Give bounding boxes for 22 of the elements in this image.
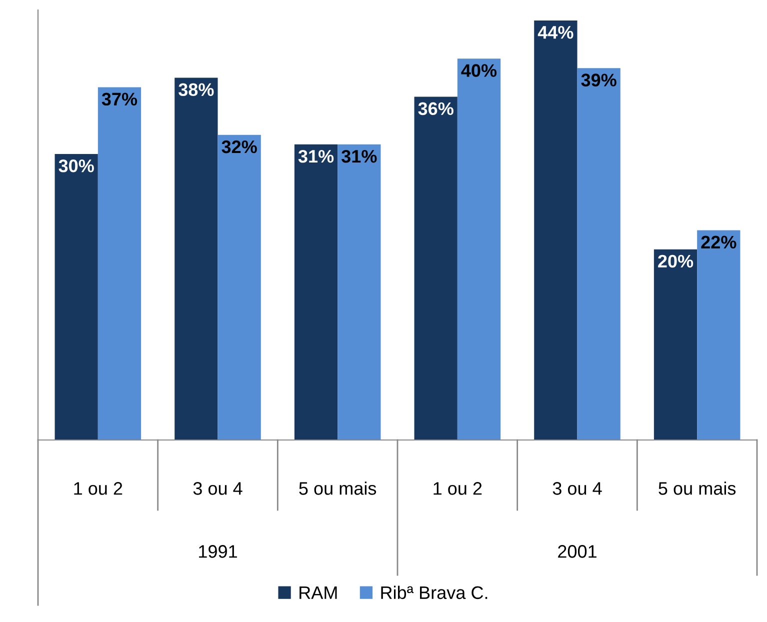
x-tick-label: 3 ou 4: [552, 482, 602, 495]
x-tick-label: 3 ou 4: [193, 482, 242, 495]
data-label: 31%: [298, 150, 334, 163]
x-tick-label: 1 ou 2: [434, 482, 482, 495]
text: 2001: [558, 545, 596, 558]
data-label: 44%: [538, 26, 574, 39]
data-label: 40%: [461, 64, 497, 77]
data-label: 32%: [222, 140, 257, 154]
data-label: 38%: [178, 83, 214, 96]
data-label: 22%: [701, 236, 736, 249]
data-label: 37%: [102, 92, 138, 106]
x-tick-label: 5 ou mais: [658, 482, 736, 495]
text: 1991: [199, 545, 237, 558]
data-label: 31%: [342, 150, 377, 163]
x-tick-label: 5 ou mais: [299, 482, 376, 495]
data-label: 36%: [418, 102, 454, 116]
data-label: 30%: [58, 159, 94, 172]
legend-label: RAM: [300, 586, 337, 599]
legend-label: Ribª Brava C.: [381, 586, 488, 600]
x-tick-label: 1 ou 2: [74, 482, 122, 495]
data-label: 39%: [581, 74, 616, 86]
data-label: 20%: [658, 254, 694, 268]
